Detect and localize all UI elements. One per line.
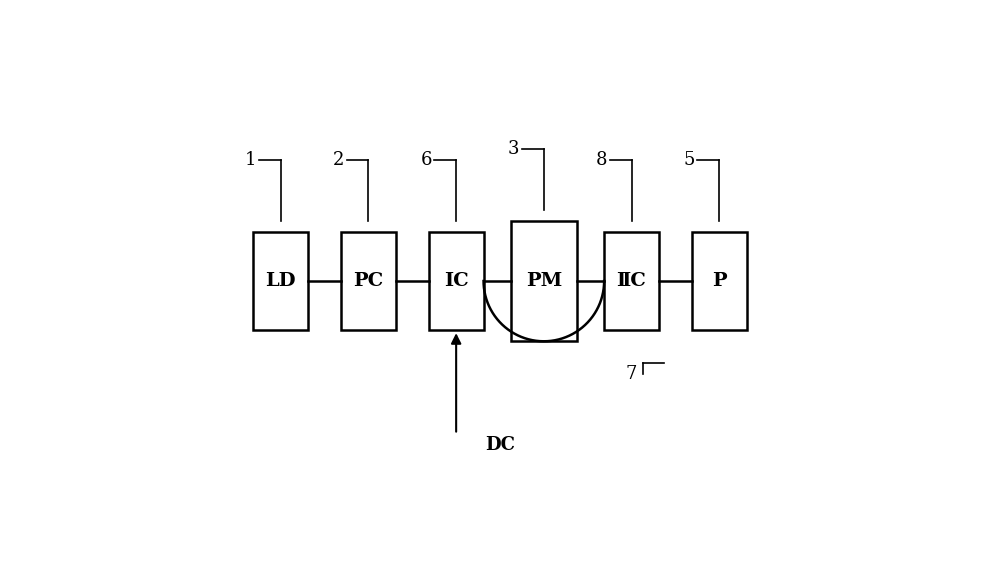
Text: 7: 7	[626, 365, 637, 383]
FancyBboxPatch shape	[604, 232, 659, 330]
FancyBboxPatch shape	[429, 232, 484, 330]
Text: P: P	[712, 272, 727, 290]
Text: 3: 3	[508, 140, 519, 158]
Text: PC: PC	[353, 272, 384, 290]
Text: 6: 6	[420, 151, 432, 169]
Text: 5: 5	[683, 151, 695, 169]
Text: 2: 2	[333, 151, 344, 169]
Text: 1: 1	[245, 151, 256, 169]
Text: DC: DC	[485, 437, 515, 455]
FancyBboxPatch shape	[692, 232, 747, 330]
Text: IC: IC	[444, 272, 469, 290]
Text: ⅡC: ⅡC	[617, 272, 646, 290]
Text: PM: PM	[526, 272, 562, 290]
Text: LD: LD	[265, 272, 296, 290]
FancyBboxPatch shape	[253, 232, 308, 330]
Text: 8: 8	[596, 151, 607, 169]
FancyBboxPatch shape	[341, 232, 396, 330]
FancyBboxPatch shape	[511, 221, 577, 341]
